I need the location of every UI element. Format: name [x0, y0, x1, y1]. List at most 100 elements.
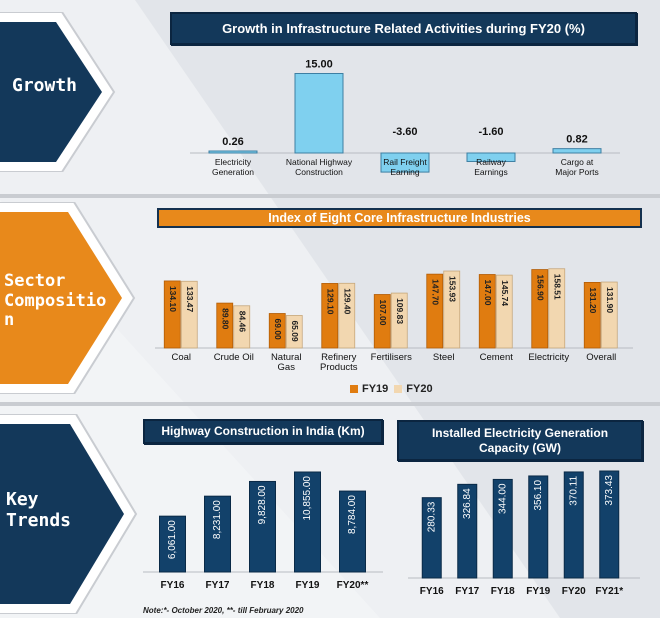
- bar: [531, 269, 549, 349]
- data-label: 6,061.00: [167, 520, 178, 559]
- category-label: Electricity: [215, 157, 252, 167]
- data-label: 153.93: [448, 276, 458, 302]
- category-label: FY20: [562, 586, 586, 597]
- category-label: Steel: [433, 352, 455, 363]
- data-label: 129.10: [326, 288, 336, 314]
- data-label: 8,231.00: [212, 500, 223, 539]
- data-label: 370.11: [568, 476, 579, 506]
- section-label-line: n: [4, 310, 15, 331]
- legend-swatch-fy20: [394, 385, 403, 393]
- chart-title-growth: Growth in Infrastructure Related Activit…: [170, 12, 637, 45]
- bar: [180, 280, 198, 349]
- data-label: 326.84: [462, 488, 473, 519]
- bar: [563, 471, 584, 579]
- bar: [338, 282, 356, 349]
- data-label: 145.74: [500, 280, 510, 306]
- data-label: 156.90: [536, 275, 546, 301]
- data-label: 373.43: [604, 475, 615, 506]
- section-label-growth: Growth: [12, 75, 78, 96]
- bar: [600, 281, 618, 349]
- category-label: FY19: [526, 586, 550, 597]
- core-index-legend: FY19 FY20: [350, 383, 433, 395]
- legend-label-fy19: FY19: [362, 383, 389, 395]
- bar: [380, 152, 430, 173]
- category-label: Refinery: [321, 352, 357, 363]
- data-label: 131.20: [588, 287, 598, 313]
- bar: [285, 315, 303, 349]
- category-label: FY18: [251, 580, 275, 591]
- data-label: 131.90: [605, 287, 615, 313]
- category-label: FY16: [161, 580, 185, 591]
- category-label: Coal: [171, 352, 191, 363]
- category-label: Cement: [480, 352, 514, 363]
- category-label: Earning: [390, 167, 420, 177]
- category-label: Earnings: [474, 167, 508, 177]
- data-label: 10,855.00: [302, 476, 313, 521]
- section-label-line: Key: [6, 489, 39, 510]
- data-label: 356.10: [533, 480, 544, 511]
- data-label: 158.51: [553, 274, 563, 300]
- category-label: FY20**: [337, 580, 369, 591]
- category-label: Natural: [271, 352, 302, 363]
- section-label-line: Trends: [6, 509, 72, 531]
- section-label-line: Compositio: [4, 290, 107, 311]
- footnote: Note:*- October 2020, **- till February …: [143, 606, 304, 615]
- bar: [528, 475, 549, 579]
- data-label: 133.47: [185, 286, 195, 312]
- category-label: Cargo at: [561, 157, 594, 167]
- data-label: 129.40: [343, 288, 353, 314]
- data-label: 280.33: [426, 501, 437, 532]
- section-label-sector: Sector Compositio n: [4, 271, 107, 331]
- bar: [421, 497, 442, 579]
- data-label: 65.09: [290, 320, 300, 342]
- bar: [548, 268, 566, 349]
- bar: [204, 495, 231, 573]
- category-label: Fertilisers: [371, 352, 412, 363]
- bar: [426, 273, 444, 349]
- category-label: FY16: [420, 586, 444, 597]
- category-label: Major Ports: [555, 167, 598, 177]
- bar: [268, 313, 286, 349]
- sector-hexagon: [0, 202, 136, 394]
- core-index-chart: 134.10 133.47 Coal 89.80 84.46 Crude Oil 69.00…: [155, 268, 633, 373]
- legend-label-fy20: FY20: [406, 383, 433, 395]
- bar: [390, 292, 408, 349]
- bar: [321, 283, 339, 349]
- chart-title-electricity: Installed Electricity Generation Capacit…: [397, 420, 643, 461]
- bar: [294, 73, 344, 154]
- data-label: 69.00: [273, 319, 283, 341]
- data-label: 109.83: [395, 298, 405, 324]
- category-label: FY17: [206, 580, 230, 591]
- trends-hexagon: [0, 414, 138, 614]
- bar: [233, 305, 251, 349]
- chart-title-core-index: Index of Eight Core Infrastructure Indus…: [157, 208, 642, 228]
- data-label: -1.60: [478, 126, 503, 138]
- bar: [495, 274, 513, 349]
- section-label-trends: Key Trends: [6, 489, 72, 531]
- data-label: -3.60: [392, 126, 417, 138]
- data-label: 147.00: [483, 280, 493, 306]
- legend-swatch-fy19: [350, 385, 358, 393]
- category-label: Electricity: [528, 352, 569, 363]
- data-label: 84.46: [238, 311, 248, 333]
- data-label: 89.80: [221, 308, 231, 330]
- data-label: 134.10: [168, 286, 178, 312]
- category-label: Rail Freight: [383, 157, 427, 167]
- bar: [163, 280, 181, 349]
- bar: [478, 274, 496, 349]
- bar: [583, 282, 601, 349]
- data-label: 107.00: [378, 300, 388, 326]
- bar: [216, 302, 234, 349]
- data-label: 344.00: [497, 483, 508, 514]
- category-label: Construction: [295, 167, 343, 177]
- bar: [466, 152, 516, 162]
- category-label: Products: [320, 362, 358, 373]
- growth-hexagon: [0, 12, 116, 172]
- electricity-chart: 280.33 FY16 326.84 FY17 344.00 FY18 356.10 FY19…: [408, 470, 640, 597]
- data-label: 15.00: [305, 59, 333, 71]
- bar: [294, 471, 321, 573]
- bar: [492, 478, 513, 579]
- category-label: Overall: [586, 352, 616, 363]
- data-label: 0.26: [222, 136, 243, 148]
